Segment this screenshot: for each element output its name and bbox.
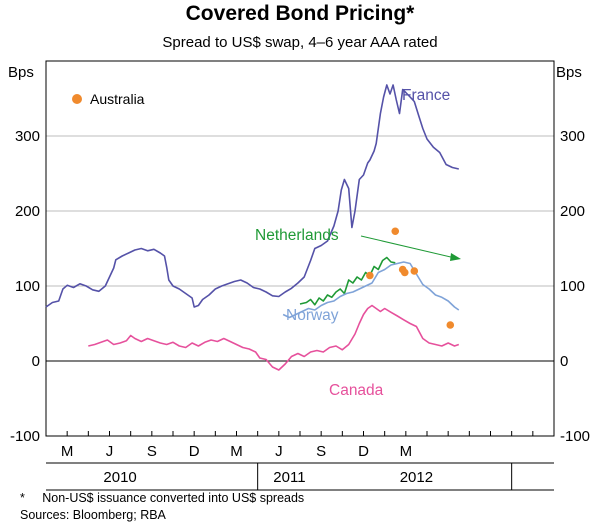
gridlines: [46, 135, 554, 362]
x-tick-label-1: J: [106, 443, 114, 460]
australia-points: [366, 227, 455, 329]
legend-label-australia: Australia: [90, 91, 145, 107]
france-label: France: [402, 87, 450, 104]
series-line-france: [45, 84, 459, 308]
australia-point-3: [400, 268, 409, 277]
netherlands-pointer-arrowhead: [450, 253, 461, 261]
y-tick-left-0: 0: [32, 353, 40, 370]
series-line-norway: [282, 261, 460, 319]
y-tick-right-200: 200: [560, 203, 585, 220]
y-tick-left-200: 200: [15, 203, 40, 220]
x-tick-label-5: J: [275, 443, 283, 460]
y-tick-right--100: -100: [560, 428, 590, 445]
year-label-2012: 2012: [400, 469, 433, 486]
y-tick-labels: -100 -100 0 0 100 100 200 200 300 300: [10, 128, 590, 445]
x-tick-label-6: S: [316, 443, 326, 460]
x-tick-label-0: M: [61, 443, 74, 460]
y-axis-unit-left: Bps: [8, 64, 34, 81]
y-axis-unit-right: Bps: [556, 64, 582, 81]
y-tick-left-300: 300: [15, 128, 40, 145]
australia-point-5: [446, 321, 455, 329]
series-line-canada: [88, 304, 460, 371]
plot-frame: [45, 60, 555, 437]
series-lines: [45, 84, 460, 371]
series-line-netherlands: [299, 256, 396, 306]
year-label-2011: 2011: [273, 469, 305, 486]
year-labels: 2010 2011 2012: [103, 469, 433, 486]
chart-subtitle: Spread to US$ swap, 4–6 year AAA rated: [162, 34, 437, 51]
footnote: * Non-US$ issuance converted into US$ sp…: [20, 491, 304, 505]
australia-point-0: [366, 271, 374, 280]
y-tick-left--100: -100: [10, 428, 40, 445]
year-dividers: [257, 463, 513, 490]
norway-label: Norway: [286, 307, 339, 324]
netherlands-pointer: [360, 235, 456, 259]
netherlands-label: Netherlands: [255, 227, 339, 244]
x-tick-label-7: D: [358, 443, 369, 460]
x-tick-label-2: S: [147, 443, 157, 460]
chart-title: Covered Bond Pricing*: [186, 2, 416, 25]
y-tick-right-100: 100: [560, 278, 585, 295]
x-tick-marks: [45, 431, 555, 436]
canada-label: Canada: [329, 382, 384, 399]
y-tick-right-300: 300: [560, 128, 585, 145]
sources: Sources: Bloomberg; RBA: [20, 508, 167, 522]
y-tick-left-100: 100: [15, 278, 40, 295]
australia-point-4: [410, 267, 419, 275]
legend-marker-australia: [72, 94, 82, 104]
y-tick-right-0: 0: [560, 353, 568, 370]
x-tick-label-3: D: [189, 443, 200, 460]
year-label-2010: 2010: [103, 469, 136, 486]
australia-point-1: [391, 227, 400, 236]
x-tick-label-8: M: [400, 443, 413, 460]
x-tick-label-4: M: [230, 443, 243, 460]
